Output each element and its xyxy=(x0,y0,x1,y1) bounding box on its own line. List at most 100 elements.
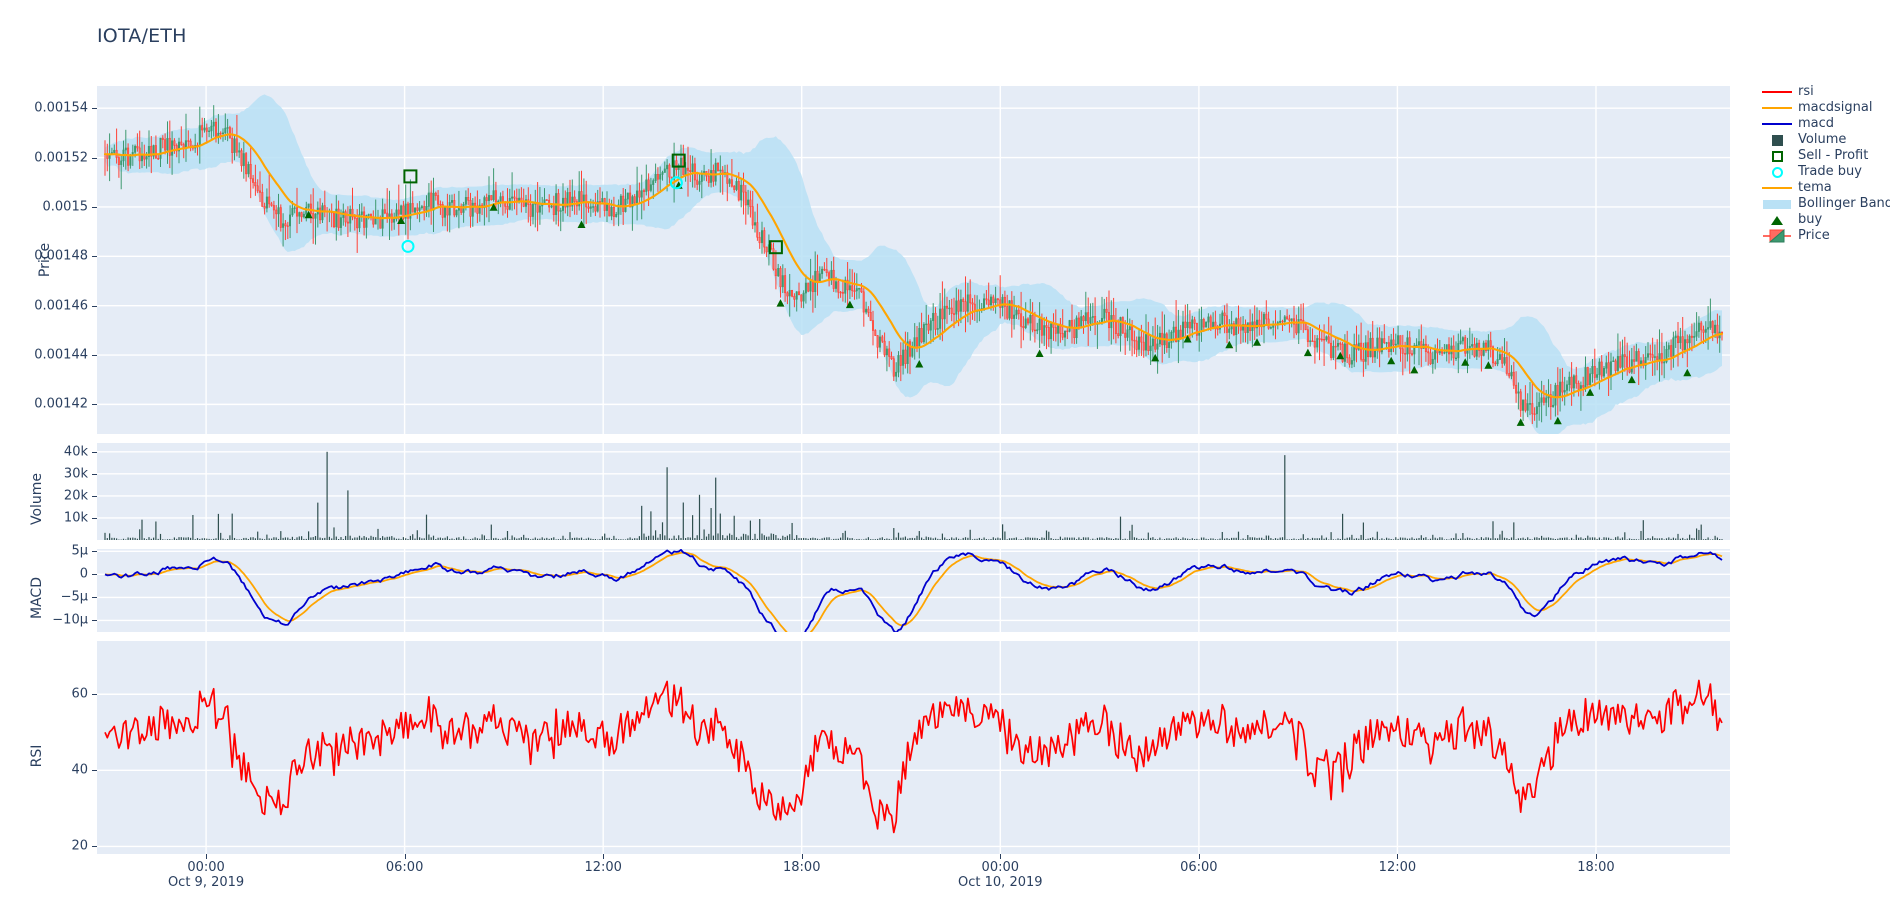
macd-y-tick: 5µ xyxy=(71,543,88,559)
tick-mark xyxy=(1198,854,1200,859)
volume-y-tick: 10k xyxy=(63,510,88,526)
tick-mark xyxy=(92,551,97,553)
tick-mark xyxy=(92,574,97,576)
tick-mark xyxy=(92,157,97,159)
tick-mark xyxy=(92,355,97,357)
tick-mark xyxy=(603,854,605,859)
legend-label: Trade buy xyxy=(1798,164,1862,179)
rsi-panel[interactable] xyxy=(97,641,1730,854)
tick-mark xyxy=(92,256,97,258)
x-tick-label: 18:00 xyxy=(1577,860,1615,875)
price-y-tick: 0.00142 xyxy=(34,396,88,412)
tick-mark xyxy=(92,206,97,208)
x-tick-label: 12:00 xyxy=(1378,860,1417,875)
tick-mark xyxy=(92,305,97,307)
macd-plot xyxy=(97,549,1730,632)
legend-label: Bollinger Band xyxy=(1798,196,1890,211)
volume-plot xyxy=(97,443,1730,540)
line-icon xyxy=(1760,180,1794,196)
line-swatch xyxy=(1762,107,1792,109)
tick-mark xyxy=(92,597,97,599)
legend-label: macd xyxy=(1798,116,1835,131)
rsi-plot xyxy=(97,641,1730,854)
line-swatch xyxy=(1762,123,1792,125)
line-icon xyxy=(1760,100,1794,116)
circle-outline-swatch xyxy=(1771,166,1783,178)
x-tick-label: 18:00 xyxy=(783,860,821,875)
x-tick-date: Oct 10, 2019 xyxy=(958,875,1043,890)
rsi-y-tick: 40 xyxy=(71,762,88,778)
legend-label: Volume xyxy=(1798,132,1847,147)
tick-mark xyxy=(92,517,97,519)
square-outline-swatch xyxy=(1771,150,1783,162)
volume-y-tick: 20k xyxy=(63,488,88,504)
legend-label: Price xyxy=(1798,228,1830,243)
tick-mark xyxy=(92,404,97,406)
rsi-axis-title: RSI xyxy=(29,744,45,768)
x-tick-label: 00:00 Oct 9, 2019 xyxy=(167,860,245,890)
line-icon xyxy=(1760,116,1794,132)
chart-legend[interactable]: rsi macdsignal macd Volume Sell - Profit Trad… xyxy=(1760,84,1890,244)
line-swatch xyxy=(1762,187,1792,189)
macd-y-tick: 0 xyxy=(79,566,88,582)
x-tick-label: 00:00 Oct 10, 2019 xyxy=(958,860,1043,890)
price-panel[interactable] xyxy=(97,86,1730,434)
price-y-tick: 0.00148 xyxy=(34,248,88,264)
legend-item-trade-buy[interactable]: Trade buy xyxy=(1760,164,1890,180)
legend-item-buy[interactable]: buy xyxy=(1760,212,1890,228)
tick-mark xyxy=(92,846,97,848)
legend-item-macd[interactable]: macd xyxy=(1760,116,1890,132)
macd-y-tick: −10µ xyxy=(52,612,88,628)
legend-item-sell-profit[interactable]: Sell - Profit xyxy=(1760,148,1890,164)
legend-item-rsi[interactable]: rsi xyxy=(1760,84,1890,100)
candlestick-icon xyxy=(1760,228,1794,244)
tick-mark xyxy=(92,495,97,497)
price-y-tick: 0.00146 xyxy=(34,298,88,314)
tick-mark xyxy=(1000,854,1002,859)
tick-mark xyxy=(92,473,97,475)
legend-label: macdsignal xyxy=(1798,100,1873,115)
triangle-up-icon xyxy=(1760,212,1794,228)
page-title: IOTA/ETH xyxy=(97,25,187,47)
square-outline-icon xyxy=(1760,148,1794,164)
circle-outline-icon xyxy=(1760,164,1794,180)
legend-label: buy xyxy=(1798,212,1823,227)
x-tick-label: 12:00 xyxy=(584,860,622,875)
price-y-tick: 0.00154 xyxy=(34,100,88,116)
macd-y-tick: −5µ xyxy=(60,589,88,605)
legend-item-price[interactable]: Price xyxy=(1760,228,1890,244)
tick-mark xyxy=(92,620,97,622)
tick-mark xyxy=(206,854,208,859)
x-tick-label: 06:00 xyxy=(1180,860,1218,875)
tick-mark xyxy=(92,451,97,453)
legend-item-volume[interactable]: Volume xyxy=(1760,132,1890,148)
x-tick-label: 06:00 xyxy=(385,860,424,875)
tick-mark xyxy=(1397,854,1399,859)
triangle-swatch xyxy=(1771,215,1783,225)
line-swatch xyxy=(1762,91,1792,93)
tick-mark xyxy=(92,694,97,696)
legend-item-tema[interactable]: tema xyxy=(1760,180,1890,196)
rsi-y-tick: 60 xyxy=(71,686,88,702)
legend-item-macdsignal[interactable]: macdsignal xyxy=(1760,100,1890,116)
tick-mark xyxy=(801,854,803,859)
tick-mark xyxy=(404,854,406,859)
legend-item-bollinger-band[interactable]: Bollinger Band xyxy=(1760,196,1890,212)
price-y-tick: 0.00144 xyxy=(34,347,88,363)
price-y-tick: 0.00152 xyxy=(34,150,88,166)
legend-label: rsi xyxy=(1798,84,1814,99)
volume-panel[interactable] xyxy=(97,443,1730,540)
x-tick-date: Oct 9, 2019 xyxy=(167,875,245,890)
candlestick-swatch xyxy=(1763,228,1791,243)
tick-mark xyxy=(1595,854,1597,859)
tick-mark xyxy=(92,108,97,110)
band-icon xyxy=(1760,196,1794,212)
macd-panel[interactable] xyxy=(97,549,1730,632)
volume-y-tick: 30k xyxy=(63,466,88,482)
price-plot xyxy=(97,86,1730,434)
band-swatch xyxy=(1763,199,1791,209)
square-swatch xyxy=(1771,134,1783,146)
legend-label: tema xyxy=(1798,180,1832,195)
legend-label: Sell - Profit xyxy=(1798,148,1869,163)
